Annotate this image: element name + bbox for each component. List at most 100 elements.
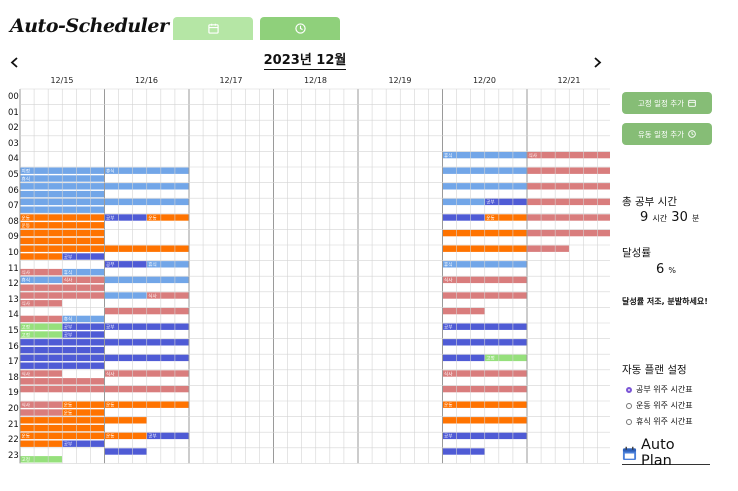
add-flexible-schedule-button[interactable]: 유동 일정 추가 (622, 123, 712, 145)
event-block-exercise[interactable] (62, 401, 105, 408)
hour-label: 18 (8, 372, 19, 383)
event-block-fixed[interactable] (20, 323, 63, 330)
event-block-rest[interactable] (20, 276, 63, 284)
study-minutes-value: 30 (671, 210, 688, 225)
event-label: 운동 (444, 403, 452, 409)
event-label: 식사 (22, 269, 31, 276)
event-block-exercise[interactable] (146, 214, 189, 221)
day-header: 12/18 (303, 76, 328, 85)
event-block-exercise[interactable] (484, 214, 527, 221)
event-label: 식사 (444, 277, 453, 284)
event-block-study[interactable] (442, 214, 485, 221)
tab-timeline-view[interactable] (260, 17, 340, 40)
event-block-study[interactable] (104, 261, 147, 268)
event-label: 고정 (22, 324, 30, 331)
event-block-exercise[interactable] (104, 432, 147, 440)
event-block-fixed[interactable] (20, 331, 63, 338)
plan-option-label: 휴식 위주 시간표 (636, 417, 693, 426)
event-label: 휴식 (64, 316, 72, 323)
event-label: 식사 (22, 300, 31, 307)
event-block-exercise[interactable] (20, 253, 63, 260)
calendar-icon (622, 446, 637, 460)
event-block-study[interactable] (442, 354, 485, 362)
hour-label: 04 (8, 154, 19, 165)
event-block-meal[interactable] (20, 268, 63, 276)
event-block-exercise[interactable] (20, 440, 63, 447)
event-block-study[interactable] (62, 440, 105, 447)
event-label: 공부 (486, 200, 494, 206)
auto-plan-button[interactable]: Auto Plan (622, 437, 710, 469)
event-block-study[interactable] (146, 432, 189, 440)
event-block-meal[interactable] (20, 315, 63, 323)
clock-icon (688, 130, 696, 138)
tab-calendar-view[interactable] (173, 17, 253, 40)
hour-label: 10 (8, 248, 19, 258)
event-block-meal[interactable] (20, 409, 63, 416)
event-block-exercise[interactable] (104, 417, 147, 424)
event-block-study[interactable] (62, 323, 105, 330)
event-block-meal[interactable] (527, 167, 610, 174)
event-block-meal[interactable] (527, 183, 610, 190)
hour-label: 06 (8, 185, 19, 196)
event-block-meal[interactable] (20, 300, 63, 307)
day-header: 12/15 (50, 76, 74, 85)
hour-label: 16 (8, 341, 19, 352)
hour-label: 15 (8, 326, 19, 336)
hour-label: 23 (8, 450, 19, 461)
event-block-rest[interactable] (62, 315, 105, 323)
next-week-button[interactable] (589, 54, 605, 70)
hour-label: 22 (8, 435, 19, 446)
clock-icon (294, 23, 306, 34)
study-hours-value: 9 (640, 210, 649, 225)
event-block-meal[interactable] (442, 307, 485, 315)
event-block-meal[interactable] (527, 198, 610, 206)
hour-label: 03 (8, 138, 19, 149)
event-block-study[interactable] (104, 214, 147, 221)
event-block-rest[interactable] (146, 261, 189, 268)
day-header: 12/16 (134, 76, 159, 85)
event-block-meal[interactable] (146, 292, 189, 299)
event-block-study[interactable] (442, 448, 485, 455)
add-fixed-schedule-label: 고정 일정 추가 (637, 98, 685, 108)
event-label: 공부 (106, 325, 114, 331)
event-block-meal[interactable] (527, 245, 570, 252)
event-label: 휴식 (148, 261, 156, 268)
event-block-rest[interactable] (104, 292, 147, 299)
event-block-study[interactable] (104, 448, 147, 455)
event-block-study[interactable] (484, 198, 527, 206)
plan-option-exercise[interactable]: 운동 위주 시간표 (626, 400, 693, 411)
study-hours-unit: 시간 (652, 214, 668, 223)
event-label: 고정 (22, 331, 30, 338)
event-block-meal[interactable] (20, 370, 63, 377)
auto-plan-title: 자동 플랜 설정 (622, 364, 687, 376)
event-block-exercise[interactable] (62, 409, 105, 416)
event-block-fixed[interactable] (484, 354, 527, 362)
event-block-meal[interactable] (527, 214, 610, 221)
event-block-meal[interactable] (527, 229, 610, 237)
event-block-meal[interactable] (527, 151, 610, 159)
hour-label: 17 (8, 357, 19, 368)
event-block-meal[interactable] (62, 276, 105, 284)
event-block-rest[interactable] (62, 268, 105, 276)
plan-option-label: 공부 위주 시간표 (636, 385, 693, 394)
event-block-fixed[interactable] (20, 456, 63, 463)
event-block-meal[interactable] (20, 401, 63, 408)
add-fixed-schedule-button[interactable]: 고정 일정 추가 (622, 92, 712, 114)
hour-label: 08 (8, 216, 19, 227)
event-label: 휴식 (22, 277, 30, 284)
calendar-icon (688, 99, 696, 107)
plan-option-study[interactable]: 공부 위주 시간표 (626, 384, 693, 395)
event-block-study[interactable] (62, 253, 105, 260)
event-label: 휴식 (64, 269, 72, 276)
event-label: 지정 (22, 168, 30, 175)
prev-week-button[interactable] (6, 54, 22, 70)
event-block-study[interactable] (62, 331, 105, 338)
event-label: 휴식 (444, 152, 452, 159)
app-logo: Auto-Scheduler (10, 15, 169, 37)
plan-option-rest[interactable]: 휴식 위주 시간표 (626, 416, 693, 427)
event-label: 운동 (64, 410, 72, 416)
event-label: 운동 (22, 215, 30, 221)
event-block-rest[interactable] (442, 198, 485, 206)
hour-label: 05 (8, 170, 19, 180)
